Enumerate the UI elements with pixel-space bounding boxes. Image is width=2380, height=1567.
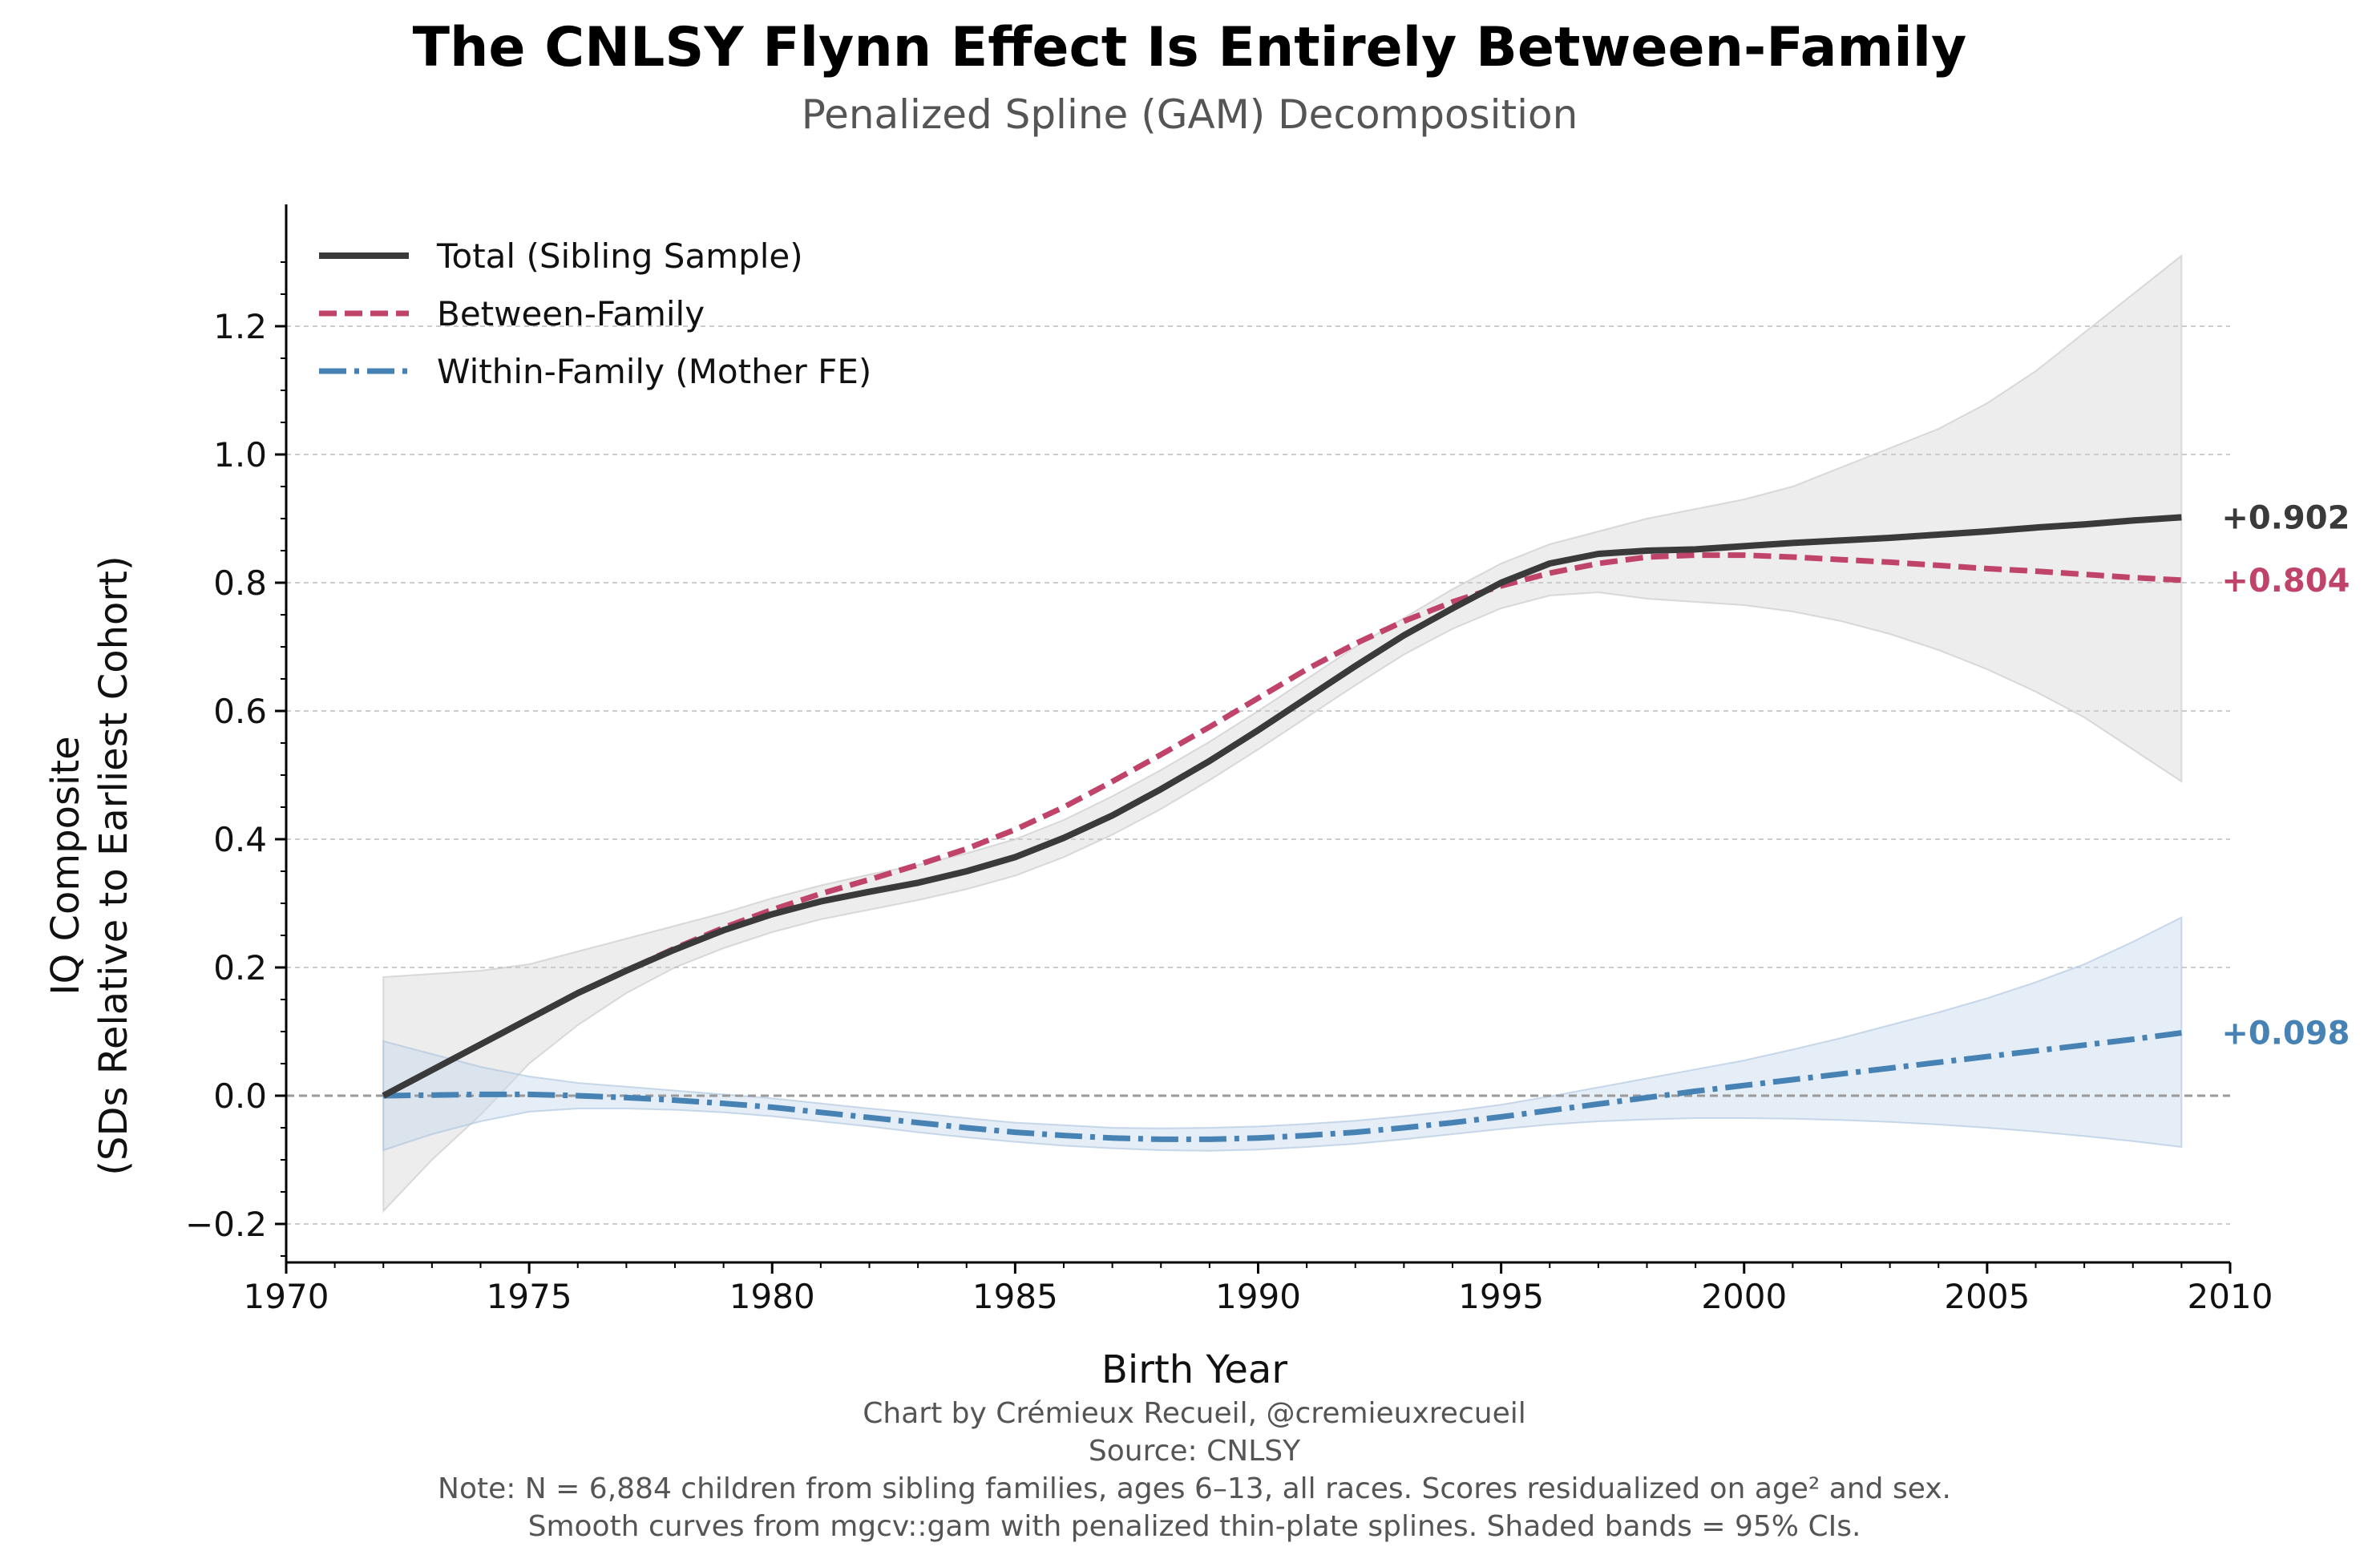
x-axis-ticks: 1970 1975 1980 1985 1990 1995 2000 2005 2010 xyxy=(244,1262,2273,1316)
end-label-within: +0.098 xyxy=(2221,1016,2350,1052)
footer-credit: Chart by Crémieux Recueil, @cremieuxrecu… xyxy=(863,1397,1525,1430)
ci-band-total xyxy=(382,253,2183,1214)
series-lines xyxy=(382,514,2182,1142)
line-total xyxy=(382,514,2182,1099)
x-tick-label-4: 1990 xyxy=(1215,1277,1301,1316)
end-label-total: +0.902 xyxy=(2221,499,2350,536)
y-tick-label-5: 0.8 xyxy=(213,563,267,603)
footer-source: Source: CNLSY xyxy=(1089,1435,1301,1468)
y-tick-label-2: 0.2 xyxy=(213,948,267,987)
ci-band-within xyxy=(382,915,2183,1152)
x-tick-label-1: 1975 xyxy=(487,1277,572,1316)
x-tick-label-5: 1995 xyxy=(1458,1277,1544,1316)
x-tick-label-6: 2000 xyxy=(1701,1277,1787,1316)
x-tick-label-0: 1970 xyxy=(244,1277,329,1316)
footer: Chart by Crémieux Recueil, @cremieuxrecu… xyxy=(438,1397,1951,1543)
y-tick-label-7: 1.2 xyxy=(213,307,267,346)
legend-label-within: Within-Family (Mother FE) xyxy=(437,352,871,391)
y-axis-label: IQ Composite (SDs Relative to Earliest C… xyxy=(43,555,136,1175)
legend-label-total: Total (Sibling Sample) xyxy=(436,236,803,276)
y-tick-label-0: −0.2 xyxy=(185,1205,267,1244)
chart-subtitle: Penalized Spline (GAM) Decomposition xyxy=(802,91,1578,138)
legend: Total (Sibling Sample) Between-Family Wi… xyxy=(319,236,871,391)
x-tick-label-7: 2005 xyxy=(1944,1277,2030,1316)
end-label-between: +0.804 xyxy=(2221,563,2350,600)
x-tick-label-2: 1980 xyxy=(729,1277,815,1316)
footer-note-1: Note: N = 6,884 children from sibling fa… xyxy=(438,1472,1951,1505)
chart-title: The CNLSY Flynn Effect Is Entirely Betwe… xyxy=(413,16,1967,79)
y-tick-label-3: 0.4 xyxy=(213,820,267,859)
y-axis-ticks: −0.2 0.0 0.2 0.4 0.6 0.8 1.0 1.2 xyxy=(185,261,286,1257)
confidence-bands xyxy=(382,253,2183,1214)
x-axis-label: Birth Year xyxy=(1101,1347,1287,1392)
end-labels: +0.902 +0.804 +0.098 xyxy=(2221,499,2350,1052)
footer-note-2: Smooth curves from mgcv::gam with penali… xyxy=(528,1510,1861,1543)
y-tick-label-1: 0.0 xyxy=(213,1076,267,1116)
y-axis-label-line2: (SDs Relative to Earliest Cohort) xyxy=(91,555,136,1175)
y-tick-label-4: 0.6 xyxy=(213,692,267,731)
x-tick-label-8: 2010 xyxy=(2188,1277,2273,1316)
line-within xyxy=(383,1030,2182,1142)
y-axis-label-line1: IQ Composite xyxy=(43,736,88,995)
x-tick-label-3: 1985 xyxy=(972,1277,1058,1316)
y-tick-label-6: 1.0 xyxy=(213,435,267,475)
legend-label-between: Between-Family xyxy=(437,294,705,333)
